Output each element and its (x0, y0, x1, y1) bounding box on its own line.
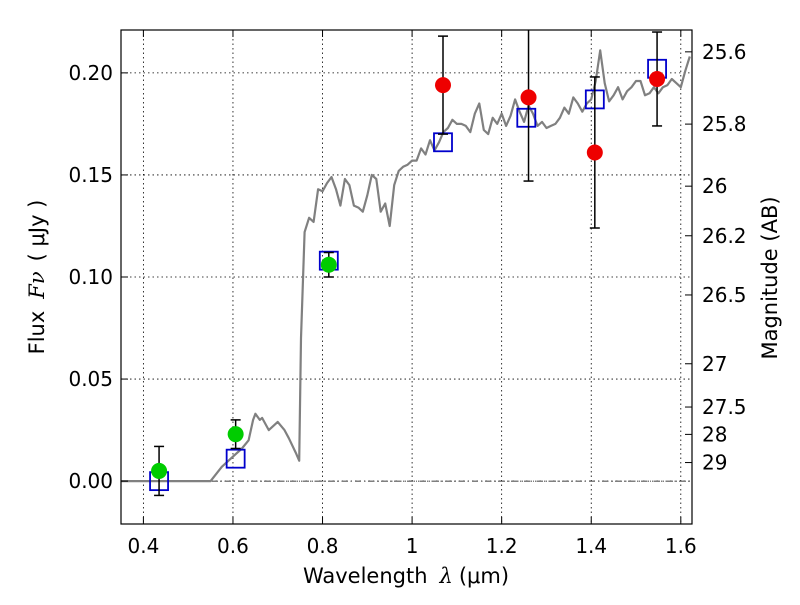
magnitude-axis-title: Magnitude (AB) (758, 196, 782, 359)
x-tick-label: 0.4 (127, 534, 159, 558)
magnitude-tick-label: 27 (702, 352, 727, 376)
detection-layer (151, 70, 666, 479)
detection-point (151, 462, 168, 479)
low-significance-point (586, 144, 603, 161)
y-axis-title: Flux Fν ( μJy ) (25, 200, 49, 355)
x-tick-label: 1 (406, 534, 419, 558)
y-tick-label: 0.10 (68, 265, 113, 289)
magnitude-tick-label: 25.8 (702, 112, 747, 136)
x-axis-title-symbol: λ (439, 564, 453, 588)
x-tick-label: 1.6 (665, 534, 697, 558)
x-tick-label: 0.8 (307, 534, 339, 558)
x-axis-title-prefix: Wavelength (303, 564, 428, 588)
magnitude-tick-label: 26.2 (702, 224, 747, 248)
low-significance-point (520, 89, 537, 106)
y-axis: 0.00 0.05 0.10 0.15 0.20 (68, 61, 128, 493)
spectrum-line (121, 49, 691, 483)
y-axis-title-symbol: Fν (25, 271, 49, 300)
photometry-square (516, 107, 537, 128)
x-tick-label: 1.4 (575, 534, 607, 558)
detection-point (320, 256, 337, 273)
magnitude-tick-label: 26 (702, 174, 727, 198)
x-tick-label: 1.2 (486, 534, 518, 558)
low-significance-point (649, 70, 666, 87)
detection-point (227, 426, 244, 443)
magnitude-axis: 25.6 25.8 26 26.2 26.5 27 27.5 28 29 (685, 40, 747, 475)
y-tick-label: 0.00 (68, 469, 113, 493)
magnitude-tick-label: 26.5 (702, 283, 747, 307)
magnitude-tick-label: 29 (702, 451, 727, 475)
y-axis-title-prefix: Flux (25, 311, 49, 355)
x-axis: 0.4 0.6 0.8 1 1.2 1.4 1.6 (127, 30, 697, 558)
x-axis-title-unit: (μm) (459, 564, 509, 588)
y-tick-label: 0.15 (68, 163, 113, 187)
magnitude-tick-label: 27.5 (702, 395, 747, 419)
magnitude-tick-label: 28 (702, 422, 727, 446)
low-significance-point (434, 77, 451, 94)
y-tick-label: 0.05 (68, 367, 113, 391)
y-tick-label: 0.20 (68, 61, 113, 85)
spectrum-layer (121, 49, 691, 483)
x-tick-label: 0.6 (217, 534, 249, 558)
photometry-square (225, 448, 246, 469)
x-axis-title: Wavelength λ (μm) (303, 564, 509, 588)
magnitude-tick-label: 25.6 (702, 40, 747, 64)
y-axis-title-unit: ( μJy ) (25, 200, 49, 262)
